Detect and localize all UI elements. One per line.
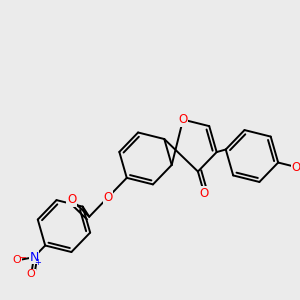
Text: O: O [67,193,76,206]
Text: O: O [178,113,188,126]
Text: +: + [34,258,41,267]
Text: O: O [200,187,209,200]
Text: O: O [12,256,21,266]
Text: O: O [103,191,112,204]
Text: O: O [27,269,36,280]
Text: −: − [19,254,27,263]
Text: O: O [292,160,300,174]
Text: N: N [29,250,39,264]
